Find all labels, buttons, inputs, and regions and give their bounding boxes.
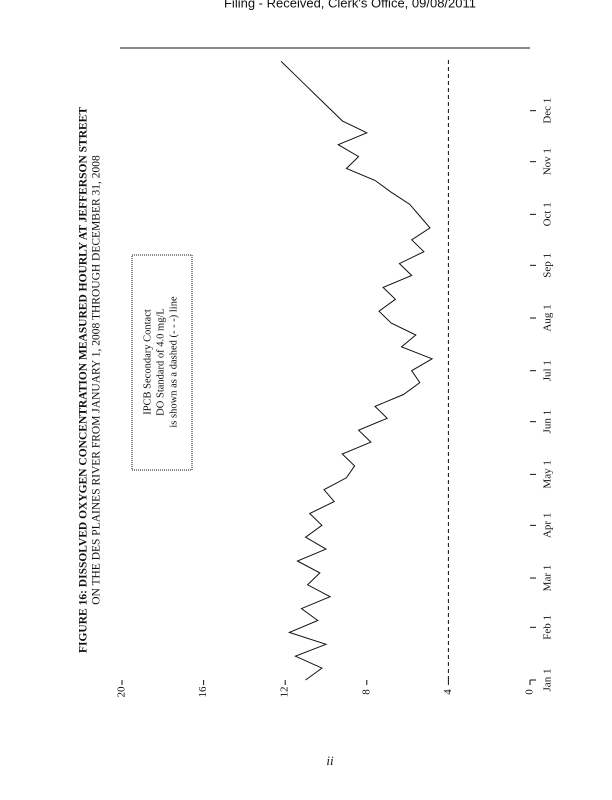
x-tick-label: Feb 1	[542, 615, 554, 640]
x-tick-label: Jun 1	[542, 410, 554, 434]
header: Filing - Received, Clerk's Office, 09/08…	[224, 0, 476, 10]
legend-text: IPCB Secondary Contact	[142, 309, 153, 415]
y-tick-label: 20	[116, 686, 128, 698]
x-tick-label: Dec 1	[542, 98, 554, 124]
legend-text: is shown as a dashed (- - -) line	[168, 296, 179, 428]
legend-text: DO Standard of 4.0 mg/L	[155, 308, 166, 416]
y-tick-label: 8	[360, 689, 372, 695]
x-tick-label: May 1	[542, 460, 554, 488]
y-tick-label: 16	[197, 686, 209, 698]
chart-title: FIGURE 16: DISSOLVED OXYGEN CONCENTRATIO…	[78, 107, 90, 653]
chart-subtitle: ON THE DES PLAINES RIVER FROM JANUARY 1,…	[91, 155, 103, 605]
x-tick-label: Sep 1	[542, 253, 554, 278]
legend-box	[131, 254, 193, 471]
x-tick-label: Oct 1	[542, 202, 554, 226]
x-tick-label: Jan 1	[542, 669, 554, 692]
x-tick-label: Nov 1	[542, 148, 554, 175]
data-line	[280, 61, 434, 681]
y-tick-label: 0	[524, 689, 536, 695]
footer: ii	[326, 753, 334, 768]
x-tick-label: Apr 1	[542, 513, 554, 538]
y-tick-label: 12	[279, 687, 291, 698]
x-tick-label: Mar 1	[542, 565, 554, 592]
y-tick-label: 4	[442, 689, 454, 695]
x-tick-label: Jul 1	[542, 360, 554, 381]
x-tick-label: Aug 1	[542, 304, 554, 331]
